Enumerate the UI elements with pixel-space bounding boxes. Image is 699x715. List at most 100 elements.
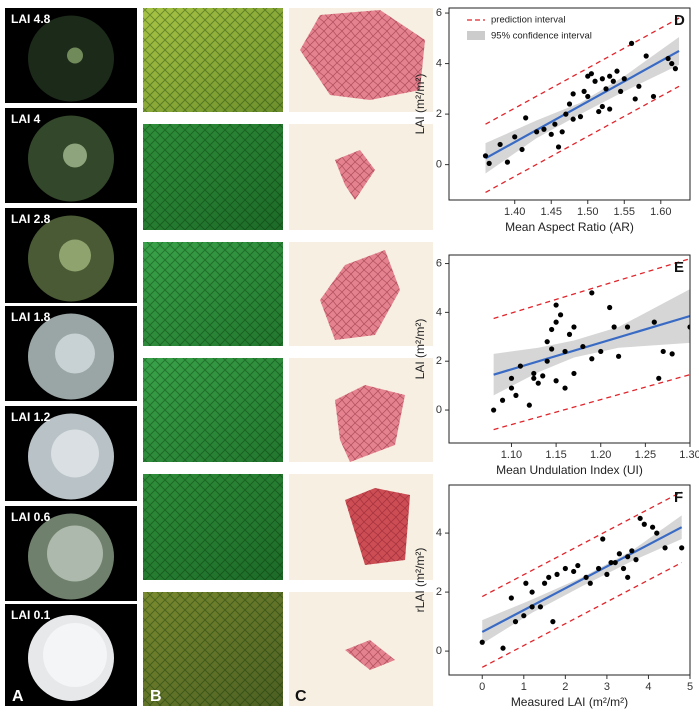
data-point xyxy=(546,574,552,580)
fit-line xyxy=(493,314,690,376)
data-point xyxy=(624,324,631,330)
x-tick-label: 1.30 xyxy=(679,449,699,461)
x-tick-label: 1.45 xyxy=(541,206,562,218)
data-point xyxy=(504,159,511,165)
panel-label: C xyxy=(295,688,307,705)
data-point xyxy=(553,378,559,384)
data-point xyxy=(570,91,576,97)
data-point xyxy=(499,397,506,403)
data-point xyxy=(519,146,525,153)
data-point xyxy=(687,324,690,330)
photo-label: LAI 4.8 xyxy=(11,12,51,26)
y-axis-label: LAI (m²/m²) xyxy=(413,74,427,135)
panel-label: E xyxy=(674,259,684,276)
photo-label: LAI 4 xyxy=(11,112,41,126)
data-point xyxy=(614,68,620,74)
data-point xyxy=(612,559,618,566)
legend-swatch xyxy=(467,31,485,40)
data-point xyxy=(636,83,642,89)
data-point xyxy=(566,101,573,107)
x-tick-label: 5 xyxy=(687,681,693,693)
data-point xyxy=(557,312,564,318)
canopy-gap xyxy=(43,623,107,687)
panel-label: F xyxy=(674,489,683,506)
data-point xyxy=(577,114,584,120)
panel-label: D xyxy=(674,12,685,29)
y-tick-label: 0 xyxy=(436,404,442,416)
data-point xyxy=(523,115,529,121)
data-point xyxy=(588,71,595,77)
fit-line xyxy=(481,526,683,633)
plot-area xyxy=(491,258,690,431)
data-point xyxy=(571,568,577,575)
data-point xyxy=(660,348,666,355)
data-point xyxy=(550,618,556,625)
x-axis-label: Mean Aspect Ratio (AR) xyxy=(505,220,634,234)
panel-label: A xyxy=(12,688,24,705)
data-point xyxy=(562,565,568,572)
data-point xyxy=(598,348,604,355)
x-tick-label: 0 xyxy=(479,681,485,693)
x-axis-label: Measured LAI (m²/m²) xyxy=(511,695,628,709)
data-point xyxy=(508,385,515,391)
data-point xyxy=(491,407,497,413)
data-point xyxy=(596,108,602,115)
data-point xyxy=(599,103,605,110)
photo-label: LAI 1.2 xyxy=(11,410,51,424)
data-point xyxy=(628,40,635,46)
data-point xyxy=(529,604,535,610)
cell-texture xyxy=(143,242,283,346)
data-point xyxy=(669,60,675,67)
data-point xyxy=(608,559,614,566)
x-tick-label: 1.20 xyxy=(590,449,611,461)
data-point xyxy=(603,86,609,92)
y-tick-label: 0 xyxy=(436,645,442,657)
data-point xyxy=(566,331,573,337)
photo-label: LAI 2.8 xyxy=(11,212,51,226)
data-point xyxy=(562,385,568,391)
data-point xyxy=(672,66,678,72)
chart: 1.10 1.15 1.20 1.25 1.30 0 2 4 6 E Mean Undulation… xyxy=(413,254,699,477)
data-point xyxy=(535,380,541,386)
data-point xyxy=(537,604,544,610)
data-point xyxy=(513,392,519,398)
data-point xyxy=(633,557,639,563)
canopy-gap xyxy=(63,143,87,168)
data-point xyxy=(632,96,638,102)
x-tick-label: 1.15 xyxy=(545,449,566,461)
data-point xyxy=(526,402,532,408)
data-point xyxy=(508,595,514,601)
data-point xyxy=(540,373,546,379)
x-axis-label: Mean Undulation Index (UI) xyxy=(496,463,643,477)
data-point xyxy=(531,375,537,381)
cell-texture xyxy=(143,124,283,230)
plot-area xyxy=(482,17,680,193)
data-point xyxy=(575,562,581,569)
data-point xyxy=(554,571,560,577)
data-point xyxy=(600,536,606,542)
data-point xyxy=(583,574,589,580)
data-point xyxy=(651,319,657,325)
data-point xyxy=(656,375,662,381)
prediction-line xyxy=(481,562,682,668)
data-point xyxy=(629,548,635,554)
cuticle-texture xyxy=(300,10,425,100)
data-point xyxy=(553,319,559,325)
y-tick-label: 6 xyxy=(436,257,442,269)
canopy-gap xyxy=(59,239,91,272)
data-point xyxy=(618,88,624,94)
data-point xyxy=(589,356,595,362)
canopy-gap xyxy=(55,333,95,374)
x-tick-label: 2 xyxy=(562,681,568,693)
photo-label: LAI 0.1 xyxy=(11,608,51,622)
cuticle-texture xyxy=(345,488,410,565)
data-point xyxy=(486,160,492,166)
x-tick-label: 4 xyxy=(645,681,651,693)
data-point xyxy=(585,93,591,100)
data-point xyxy=(625,554,631,560)
data-point xyxy=(534,129,540,135)
data-point xyxy=(616,551,622,557)
prediction-line xyxy=(493,374,690,431)
data-point xyxy=(595,565,602,572)
